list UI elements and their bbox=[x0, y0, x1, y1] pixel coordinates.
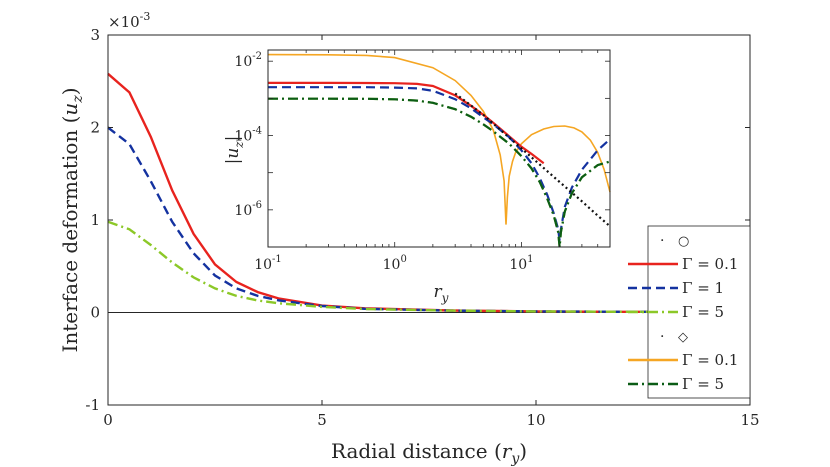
inset-plot: 10-1 100 101 10-6 10-4 10-2 ry |uz| bbox=[223, 49, 611, 305]
main-series-line-2 bbox=[107, 220, 751, 314]
legend-header-dot: · bbox=[660, 329, 664, 345]
y-tick-label: 0 bbox=[90, 304, 100, 322]
inset-y-tick-label: 10-6 bbox=[234, 200, 262, 219]
legend-header-symbol: ◇ bbox=[678, 330, 688, 345]
inset-plot-area bbox=[268, 50, 610, 247]
legend: · ○ Γ = 0.1 Γ = 1 Γ = 5 · ◇ Γ = 0.1 Γ = 5 bbox=[628, 225, 751, 399]
y-tick-label: 3 bbox=[90, 26, 100, 44]
x-axis-label: Radial distance (ry) bbox=[331, 439, 527, 467]
inset-y-tick-label: 10-4 bbox=[234, 126, 262, 145]
y-tick-label: 1 bbox=[90, 211, 100, 229]
x-tick-label: 10 bbox=[526, 411, 545, 429]
inset-x-tick-label: 101 bbox=[509, 254, 533, 273]
legend-entry-label: Γ = 5 bbox=[682, 375, 724, 393]
inset-x-tick-label: 10-1 bbox=[254, 254, 282, 273]
y-tick-label: 2 bbox=[90, 119, 100, 137]
inset-y-tick-label: 10-2 bbox=[234, 51, 262, 70]
inset-series-line-5 bbox=[454, 92, 611, 228]
legend-entry-label: Γ = 0.1 bbox=[682, 255, 738, 273]
y-tick-label: -1 bbox=[85, 396, 100, 414]
x-tick-label: 15 bbox=[740, 411, 759, 429]
legend-entry-label: Γ = 5 bbox=[682, 303, 724, 321]
inset-series-line-4 bbox=[268, 97, 611, 248]
inset-series-line-0 bbox=[267, 53, 611, 225]
legend-header-symbol: ○ bbox=[678, 234, 689, 249]
x-tick-label: 0 bbox=[103, 411, 113, 429]
inset-y-axis-label: |uz| bbox=[223, 136, 246, 165]
legend-header-dot: · bbox=[660, 233, 664, 249]
y-axis-label: Interface deformation (uz) bbox=[58, 87, 86, 352]
inset-series-line-2 bbox=[268, 86, 611, 241]
legend-box bbox=[647, 225, 751, 399]
inset-plot-frame bbox=[267, 49, 611, 248]
inset-x-tick-label: 100 bbox=[383, 254, 407, 273]
x-tick-label: 5 bbox=[317, 411, 327, 429]
legend-entry-label: Γ = 0.1 bbox=[682, 351, 738, 369]
legend-entry-label: Γ = 1 bbox=[682, 279, 724, 297]
y-exponent-label: ×10-3 bbox=[108, 10, 150, 31]
inset-x-axis-label: ry bbox=[434, 282, 449, 305]
